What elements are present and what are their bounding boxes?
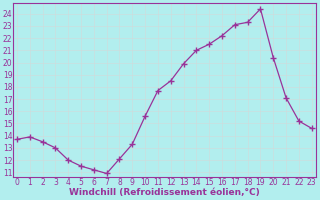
X-axis label: Windchill (Refroidissement éolien,°C): Windchill (Refroidissement éolien,°C) — [69, 188, 260, 197]
